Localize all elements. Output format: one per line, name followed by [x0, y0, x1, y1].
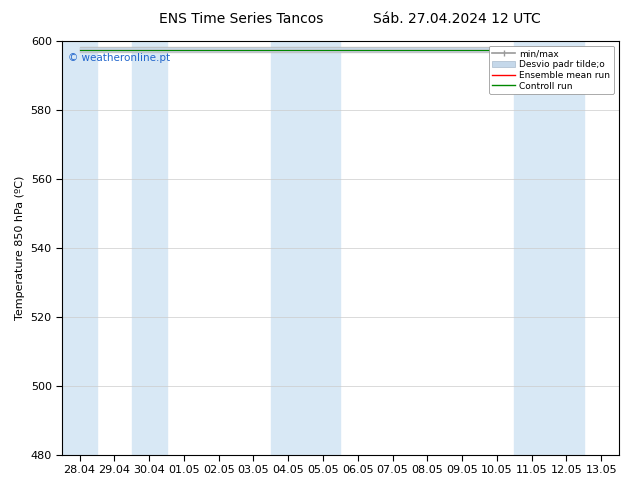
Legend: min/max, Desvio padr tilde;o, Ensemble mean run, Controll run: min/max, Desvio padr tilde;o, Ensemble m…: [489, 46, 614, 94]
Text: Sáb. 27.04.2024 12 UTC: Sáb. 27.04.2024 12 UTC: [373, 12, 540, 26]
Bar: [271, 41, 340, 455]
Bar: [514, 41, 584, 455]
Y-axis label: Temperature 850 hPa (ºC): Temperature 850 hPa (ºC): [15, 175, 25, 320]
Text: © weatheronline.pt: © weatheronline.pt: [68, 53, 170, 64]
Bar: [132, 41, 167, 455]
Bar: [62, 41, 97, 455]
Text: ENS Time Series Tancos: ENS Time Series Tancos: [158, 12, 323, 26]
